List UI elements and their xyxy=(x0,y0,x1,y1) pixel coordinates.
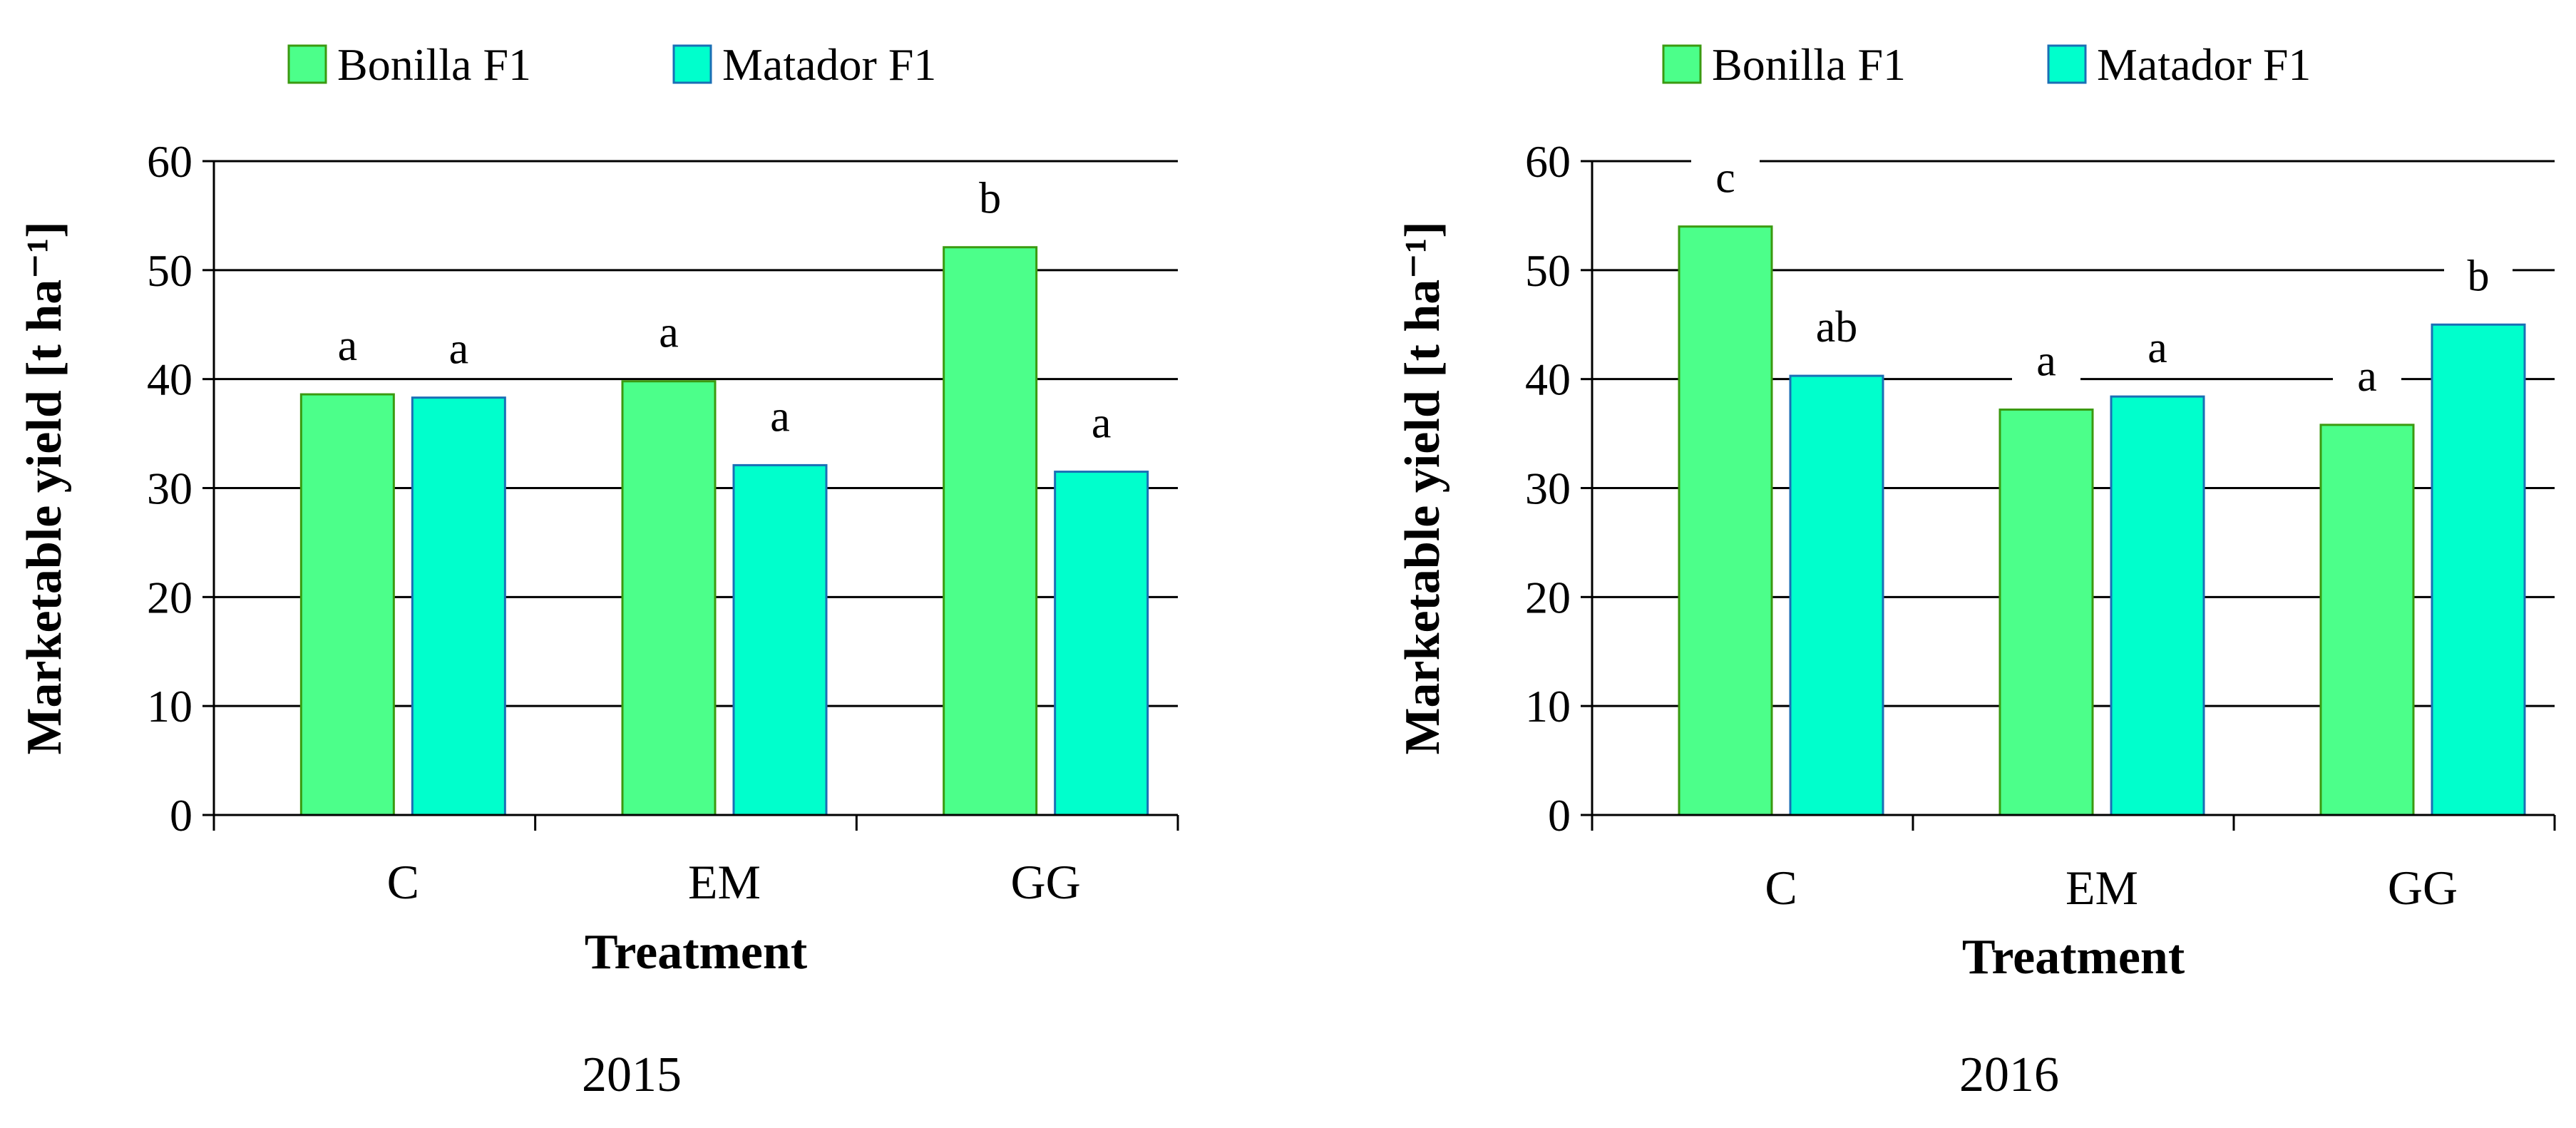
bar-matador-em xyxy=(2110,395,2205,816)
bar-matador-em xyxy=(732,463,828,816)
data-label: a xyxy=(2357,352,2377,401)
bar-bonilla-gg xyxy=(2319,424,2415,816)
axes: 0 10 20 30 40 50 60 C EM GG xyxy=(147,136,1179,909)
data-label: a xyxy=(2036,337,2056,385)
data-label-bg xyxy=(1802,303,1871,354)
bar-bonilla-em xyxy=(621,380,717,816)
data-label-bg xyxy=(2444,252,2513,302)
y-tick-label: 50 xyxy=(147,245,193,296)
bars: a a b a a a xyxy=(299,174,1149,816)
y-tick-label: 40 xyxy=(1525,354,1571,405)
bar-bonilla-em xyxy=(1998,408,2094,816)
legend-swatch-matador xyxy=(2047,44,2087,84)
x-tick-label: EM xyxy=(688,855,761,909)
data-label-bg xyxy=(2012,337,2080,387)
y-tick-label: 10 xyxy=(147,681,193,732)
axes: 0 10 20 30 40 50 60 C EM GG xyxy=(1525,136,2556,915)
data-label: b xyxy=(2468,252,2490,300)
y-tick-label: 40 xyxy=(147,354,193,405)
bar-bonilla-c xyxy=(1678,225,1773,816)
y-axis-label: Marketable yield [t ha⁻¹] xyxy=(17,221,72,754)
y-tick-label: 0 xyxy=(170,790,193,841)
data-label: a xyxy=(659,309,679,357)
y-tick-label: 20 xyxy=(1525,572,1571,622)
legend-swatch-bonilla xyxy=(287,44,327,84)
x-tick-label: C xyxy=(1765,861,1797,915)
chart-2015: Bonilla F1 Matador F1 a a b a a a 0 10 20 30 40 50… xyxy=(17,39,1179,1102)
data-label-bg xyxy=(1067,399,1136,449)
bars: ca aab ab xyxy=(1678,153,2526,816)
data-label: ab xyxy=(1816,303,1858,352)
x-axis-label: Treatment xyxy=(585,925,807,980)
data-label: a xyxy=(1092,399,1112,448)
x-tick-label: C xyxy=(387,855,419,909)
chart-title: 2015 xyxy=(582,1047,682,1102)
x-axis-label: Treatment xyxy=(1962,930,2185,985)
legend-label-bonilla: Bonilla F1 xyxy=(1712,39,1906,90)
bar-matador-gg xyxy=(2431,323,2526,816)
bar-matador-c xyxy=(1789,374,1884,816)
y-tick-label: 0 xyxy=(1548,790,1571,841)
data-label-bg xyxy=(955,174,1025,225)
x-tick-label: EM xyxy=(2066,861,2138,915)
data-label: a xyxy=(770,392,790,441)
bar-bonilla-gg xyxy=(943,246,1038,816)
legend-swatch-matador xyxy=(672,44,712,84)
legend-label-bonilla: Bonilla F1 xyxy=(337,39,531,90)
legend-label-matador: Matador F1 xyxy=(2097,39,2311,90)
bar-bonilla-c xyxy=(299,393,395,816)
data-label-bg xyxy=(746,392,814,443)
data-label-bg xyxy=(424,324,493,375)
legend-swatch-bonilla xyxy=(1662,44,1702,84)
data-label-bg xyxy=(2333,352,2401,402)
data-label-bg xyxy=(1691,153,1760,204)
bar-matador-gg xyxy=(1054,471,1149,816)
y-tick-label: 20 xyxy=(147,572,193,622)
data-label: a xyxy=(2147,324,2167,372)
x-tick-label: GG xyxy=(1011,855,1081,909)
data-label-bg xyxy=(635,308,703,359)
y-axis-label: Marketable yield [t ha⁻¹] xyxy=(1395,221,1450,754)
chart-2016: Bonilla F1 Matador F1 ca aab ab 0102030405… xyxy=(1395,39,2556,1102)
chart-title: 2016 xyxy=(1959,1047,2059,1102)
data-label: c xyxy=(1715,154,1735,202)
data-label: b xyxy=(979,175,1001,223)
y-tick-label: 60 xyxy=(1525,136,1571,187)
data-label-bg xyxy=(2123,324,2192,374)
y-tick-label: 50 xyxy=(1525,245,1571,296)
data-label: a xyxy=(338,322,358,370)
data-label: a xyxy=(449,325,469,374)
y-tick-label: 60 xyxy=(147,136,193,187)
y-tick-label: 30 xyxy=(1525,463,1571,514)
bar-matador-c xyxy=(411,396,506,816)
y-tick-label: 30 xyxy=(147,463,193,514)
data-label-bg xyxy=(313,322,382,372)
legend-label-matador: Matador F1 xyxy=(722,39,936,90)
legend: Bonilla F1 Matador F1 xyxy=(287,39,936,90)
legend: Bonilla F1 Matador F1 xyxy=(1662,39,2311,90)
y-tick-label: 10 xyxy=(1525,681,1571,732)
x-tick-label: GG xyxy=(2388,861,2458,915)
